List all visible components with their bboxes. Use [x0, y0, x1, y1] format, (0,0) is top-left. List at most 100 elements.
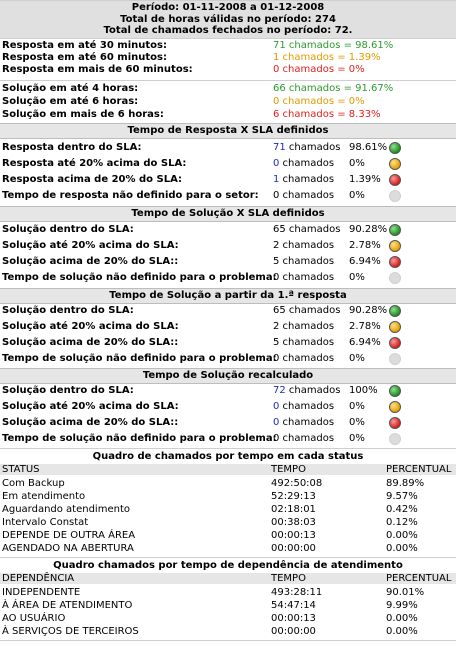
report-header: Período: 01-11-2008 a 01-12-2008 Total d… [0, 0, 456, 39]
table-cell: À ÁREA DE ATENDIMENTO [2, 600, 133, 611]
solution-summary-row: Solução em mais de 6 horas: 6 chamados =… [2, 109, 454, 121]
sla-row-label: Tempo de resposta não definido para o se… [2, 190, 259, 201]
count-suffix: chamados [285, 142, 341, 153]
sla-row-count: 2 chamados [273, 319, 334, 335]
table-cell: 0.00% [386, 543, 418, 554]
table-cell: 02:18:01 [271, 504, 316, 515]
closed-tickets-text: Total de chamados fechados no período: 7… [103, 25, 353, 36]
count-number: 0 [273, 272, 280, 283]
table-cell: INDEPENDENTE [2, 587, 81, 598]
response-summary-label: Resposta em mais de 60 minutos: [2, 64, 193, 75]
valid-hours-text: Total de horas válidas no período: 274 [120, 13, 336, 25]
count-number: 0 [273, 158, 280, 169]
table-cell: 90.01% [386, 587, 425, 598]
sla-row-percent: 0% [349, 417, 365, 428]
response-summary-row: Resposta em até 30 minutos: 71 chamados … [2, 40, 454, 52]
table-row: Com Backup 492:50:08 89.89% [0, 478, 456, 489]
count-number: 1 [273, 174, 280, 185]
sla-row-percent: 100% [349, 385, 378, 396]
sla-row-percent: 0% [349, 353, 365, 364]
table-row: Aguardando atendimento 02:18:01 0.42% [0, 504, 456, 515]
table-row: AO USUÁRIO 00:00:13 0.00% [0, 613, 456, 624]
count-suffix: chamados [279, 158, 335, 169]
sla-row: Solução acima de 20% do SLA:: 0 chamados… [2, 415, 454, 431]
orange-status-icon [389, 158, 401, 170]
sla-row: Solução dentro do SLA: 65 chamados 90.28… [2, 222, 454, 238]
sla-row-count: 0 chamados [273, 351, 334, 367]
sla-row: Solução até 20% acima do SLA: 2 chamados… [2, 319, 454, 335]
sla-row-count: 1 chamados [273, 172, 334, 188]
sla-row-label: Resposta até 20% acima do SLA: [2, 158, 187, 169]
count-number: 65 [273, 224, 286, 235]
table-cell: 00:00:00 [271, 626, 316, 637]
sla-row: Solução dentro do SLA: 65 chamados 90.28… [2, 303, 454, 319]
response-summary-value: 71 chamados = 98.61% [273, 40, 394, 51]
solution-summary-label: Solução em até 6 horas: [2, 96, 139, 107]
table-cell: Aguardando atendimento [2, 504, 130, 515]
table-row: AGENDADO NA ABERTURA 00:00:00 0.00% [0, 543, 456, 554]
sla-row-label: Tempo de solução não definido para o pro… [2, 433, 277, 444]
sla-row-count: 2 chamados [273, 238, 334, 254]
count-suffix: chamados [279, 337, 335, 348]
table-cell: 0.12% [386, 517, 418, 528]
table-cell: 493:28:11 [271, 587, 323, 598]
count-suffix: chamados [279, 353, 335, 364]
status-table-title: Quadro de chamados por tempo em cada sta… [92, 451, 364, 462]
sla-row-label: Solução acima de 20% do SLA:: [2, 417, 179, 428]
orange-status-icon [389, 321, 401, 333]
column-header: PERCENTUAL [386, 464, 452, 475]
green-status-icon [389, 224, 401, 236]
table-cell: 00:00:13 [271, 613, 316, 624]
table-cell: 9.57% [386, 491, 418, 502]
table-row: À SERVIÇOS DE TERCEIROS 00:00:00 0.00% [0, 626, 456, 637]
sla-row: Solução dentro do SLA: 72 chamados 100% [2, 383, 454, 399]
count-suffix: chamados [279, 256, 335, 267]
count-number: 0 [273, 401, 280, 412]
count-number: 2 [273, 240, 280, 251]
table-cell: 9.99% [386, 600, 418, 611]
table-cell: 492:50:08 [271, 478, 323, 489]
solution-summary-row: Solução em até 4 horas: 66 chamados = 91… [2, 83, 454, 95]
sla-row-percent: 0% [349, 272, 365, 283]
red-status-icon [389, 417, 401, 429]
count-suffix: chamados [279, 417, 335, 428]
count-suffix: chamados [279, 321, 335, 332]
sla-row-count: 65 chamados [273, 303, 340, 319]
sla-row-count: 0 chamados [273, 431, 334, 447]
dependency-table-title: Quadro chamados por tempo de dependência… [53, 560, 403, 571]
table-cell: DEPENDE DE OUTRA ÁREA [2, 530, 136, 541]
divider [0, 557, 456, 558]
sla-row-percent: 0% [349, 433, 365, 444]
green-status-icon [389, 142, 401, 154]
orange-status-icon [389, 240, 401, 252]
table-row: À ÁREA DE ATENDIMENTO 54:47:14 9.99% [0, 600, 456, 611]
sla-row-label: Solução até 20% acima do SLA: [2, 401, 179, 412]
sla-row-label: Solução dentro do SLA: [2, 385, 134, 396]
sla-row-percent: 90.28% [349, 305, 388, 316]
count-suffix: chamados [279, 401, 335, 412]
response-summary-value: 0 chamados = 0% [273, 64, 365, 75]
sla-row-count: 0 chamados [273, 270, 334, 286]
sla-row-percent: 6.94% [349, 256, 381, 267]
solution-summary-value: 6 chamados = 8.33% [273, 109, 381, 120]
solution-summary-value: 0 chamados = 0% [273, 96, 365, 107]
count-number: 5 [273, 256, 280, 267]
table-row: Intervalo Constat 00:38:03 0.12% [0, 517, 456, 528]
red-status-icon [389, 337, 401, 349]
sla-row-count: 0 chamados [273, 188, 334, 204]
sla-row-percent: 98.61% [349, 142, 388, 153]
sla-row: Solução acima de 20% do SLA:: 5 chamados… [2, 335, 454, 351]
sla-row-count: 0 chamados [273, 156, 334, 172]
sla-row: Solução até 20% acima do SLA: 0 chamados… [2, 399, 454, 415]
table-cell: AGENDADO NA ABERTURA [2, 543, 134, 554]
sla-row-count: 5 chamados [273, 335, 334, 351]
count-suffix: chamados [285, 224, 341, 235]
sla-row-percent: 2.78% [349, 321, 381, 332]
sla-row-label: Solução até 20% acima do SLA: [2, 321, 179, 332]
count-suffix: chamados [285, 385, 341, 396]
sla-row-label: Tempo de solução não definido para o pro… [2, 272, 277, 283]
sla-row-percent: 90.28% [349, 224, 388, 235]
count-number: 72 [273, 385, 286, 396]
count-suffix: chamados [279, 190, 335, 201]
